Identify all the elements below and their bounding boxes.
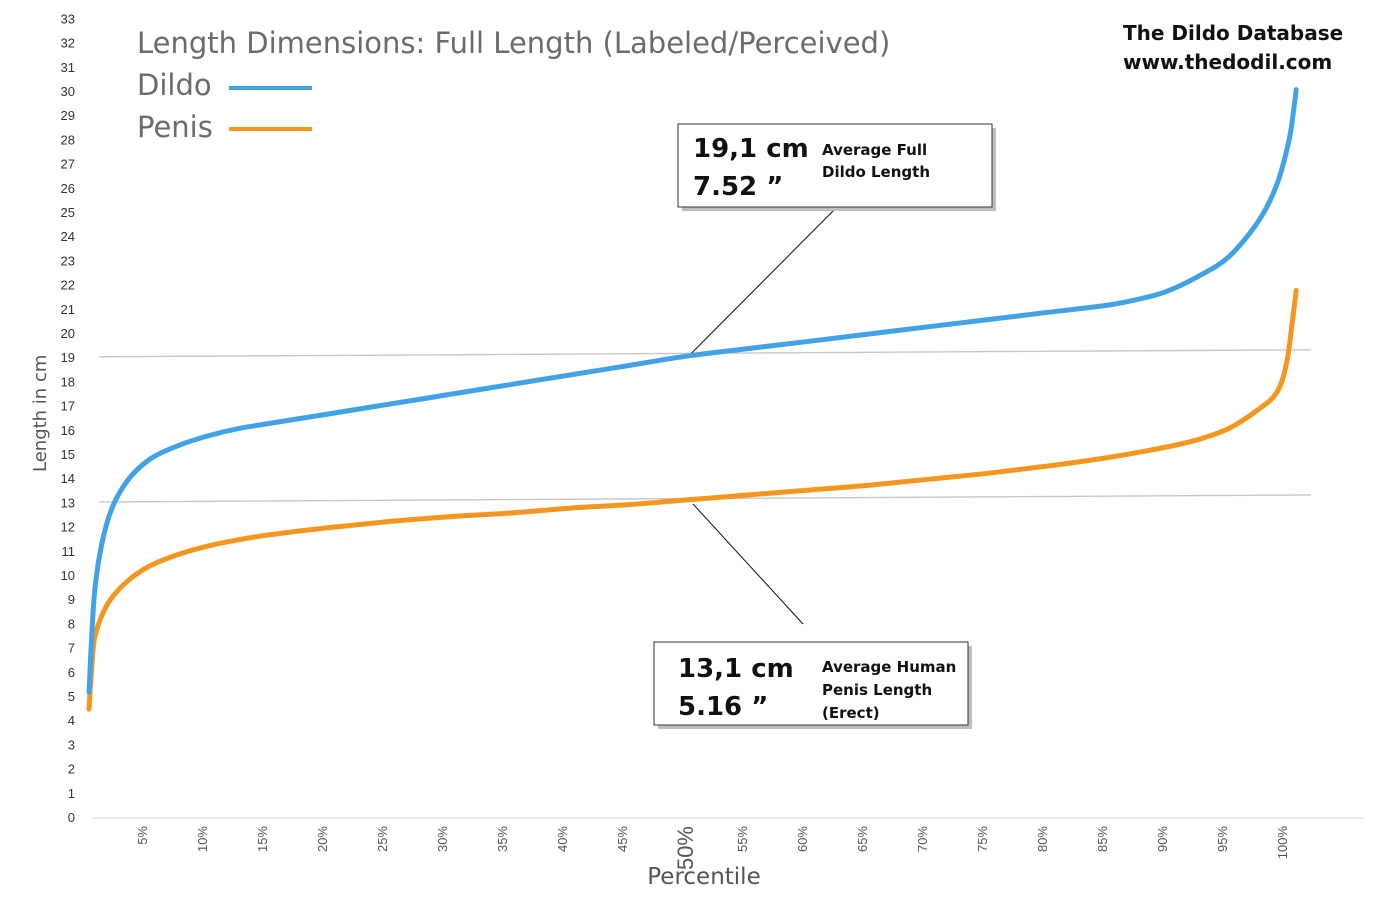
x-tick-label: 80% bbox=[1035, 826, 1050, 852]
x-tick-label: 85% bbox=[1095, 826, 1110, 852]
y-tick-label: 2 bbox=[68, 762, 75, 777]
brand-url: www.thedodil.com bbox=[1123, 50, 1332, 74]
x-tick-label: 75% bbox=[975, 826, 990, 852]
y-tick-label: 33 bbox=[61, 11, 75, 26]
x-tick-label: 95% bbox=[1215, 826, 1230, 852]
y-tick-label: 8 bbox=[68, 616, 75, 631]
y-tick-label: 7 bbox=[68, 641, 75, 656]
penis-callout: 13,1 cm 5.16 ” Average Human Penis Lengt… bbox=[653, 641, 972, 729]
x-tick-label: 40% bbox=[555, 826, 570, 852]
series-lines bbox=[86, 87, 1299, 712]
y-tick-label: 29 bbox=[61, 108, 75, 123]
y-tick-label: 30 bbox=[61, 84, 75, 99]
y-tick-label: 31 bbox=[61, 60, 75, 75]
y-tick-label: 25 bbox=[61, 205, 75, 220]
penis-callout-cm: 13,1 cm bbox=[678, 654, 794, 684]
y-tick-label: 23 bbox=[61, 253, 75, 268]
x-tick-label: 35% bbox=[495, 826, 510, 852]
dildo-callout-cm: 19,1 cm bbox=[693, 134, 809, 164]
y-tick-label: 28 bbox=[61, 132, 75, 147]
y-tick-label: 27 bbox=[61, 157, 75, 172]
x-tick-label: 25% bbox=[375, 826, 390, 852]
chart-title: Length Dimensions: Full Length (Labeled/… bbox=[137, 26, 890, 60]
y-tick-label: 1 bbox=[68, 786, 75, 801]
y-tick-label: 21 bbox=[61, 302, 75, 317]
x-tick-label: 45% bbox=[615, 826, 630, 852]
x-ticks: 5% 10% 15% 20% 25% 30% 35% 40% 45% 50% 55% 60% 65% 70… bbox=[135, 826, 1290, 870]
y-tick-label: 19 bbox=[61, 350, 75, 365]
penis-callout-line-1: Average Human bbox=[822, 658, 956, 676]
y-tick-label: 6 bbox=[68, 665, 75, 680]
brand-name: The Dildo Database bbox=[1123, 21, 1343, 45]
dildo-callout-in: 7.52 ” bbox=[693, 172, 783, 202]
x-tick-label: 15% bbox=[255, 826, 270, 852]
y-tick-label: 32 bbox=[61, 36, 75, 51]
x-tick-label: 60% bbox=[795, 826, 810, 852]
dildo-callout-connector bbox=[688, 208, 836, 357]
y-tick-label: 11 bbox=[62, 544, 76, 559]
y-tick-label: 4 bbox=[68, 713, 75, 728]
x-tick-label: 50% bbox=[673, 826, 698, 870]
y-tick-label: 17 bbox=[61, 399, 75, 414]
callout-connectors bbox=[688, 208, 836, 625]
y-tick-label: 20 bbox=[61, 326, 75, 341]
x-tick-label: 100% bbox=[1275, 826, 1290, 860]
y-tick-label: 18 bbox=[61, 374, 75, 389]
dildo-callout-box bbox=[677, 123, 993, 208]
penis-callout-connector bbox=[692, 503, 804, 625]
y-tick-label: 12 bbox=[61, 520, 75, 535]
y-tick-label: 10 bbox=[61, 568, 75, 583]
y-tick-label: 5 bbox=[68, 689, 75, 704]
y-tick-label: 26 bbox=[61, 181, 75, 196]
x-tick-label: 5% bbox=[135, 826, 150, 845]
dildo-callout: 19,1 cm 7.52 ” Average Full Dildo Length bbox=[677, 123, 996, 211]
y-tick-label: 9 bbox=[68, 592, 75, 607]
y-tick-label: 22 bbox=[61, 278, 75, 293]
penis-callout-line-3: (Erect) bbox=[822, 704, 880, 722]
dildo-callout-line-1: Average Full bbox=[822, 141, 927, 159]
x-tick-label: 65% bbox=[855, 826, 870, 852]
penis-callout-in: 5.16 ” bbox=[678, 692, 768, 722]
x-tick-label: 20% bbox=[315, 826, 330, 852]
x-tick-label: 30% bbox=[435, 826, 450, 852]
y-tick-label: 3 bbox=[68, 737, 75, 752]
x-tick-label: 90% bbox=[1155, 826, 1170, 852]
series-line-dildo bbox=[86, 87, 1299, 695]
penis-callout-box bbox=[653, 641, 969, 726]
dildo-callout-line-2: Dildo Length bbox=[822, 163, 930, 181]
y-ticks: 0123456789101112131415161718192021222324… bbox=[61, 11, 75, 825]
x-tick-label: 70% bbox=[915, 826, 930, 852]
x-tick-label: 10% bbox=[195, 826, 210, 852]
penis-callout-line-2: Penis Length bbox=[822, 681, 932, 699]
legend-label-dildo: Dildo bbox=[137, 68, 212, 102]
reference-lines bbox=[98, 349, 1312, 503]
y-tick-label: 14 bbox=[61, 471, 75, 486]
legend-label-penis: Penis bbox=[137, 110, 213, 144]
x-axis-title: Percentile bbox=[647, 864, 760, 890]
y-tick-label: 13 bbox=[61, 495, 75, 510]
series-line-penis bbox=[86, 287, 1299, 712]
y-tick-label: 0 bbox=[68, 810, 75, 825]
y-tick-label: 16 bbox=[61, 423, 75, 438]
y-axis-title: Length in cm bbox=[30, 355, 51, 472]
y-tick-label: 24 bbox=[61, 229, 75, 244]
x-tick-label: 55% bbox=[735, 826, 750, 852]
y-tick-label: 15 bbox=[61, 447, 75, 462]
